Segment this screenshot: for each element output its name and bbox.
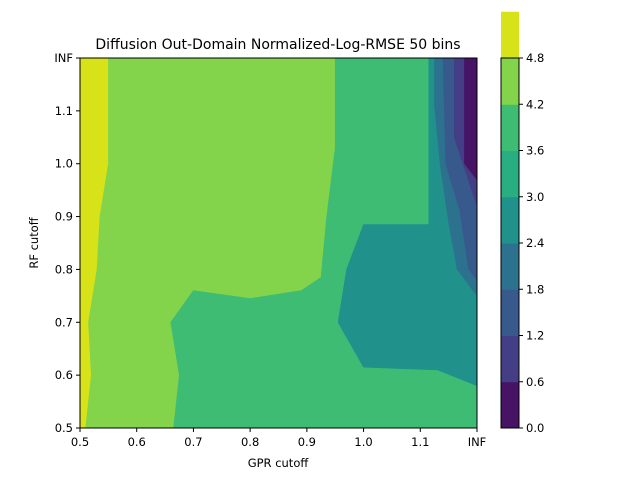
colorbar-tick-label: 3.0 <box>526 190 544 204</box>
colorbar-tick-label: 1.2 <box>526 329 544 343</box>
y-tick-label: 0.6 <box>55 368 73 382</box>
colorbar-band <box>501 196 519 244</box>
x-tick-label: 1.0 <box>354 435 372 449</box>
colorbar-band <box>501 335 519 383</box>
colorbar-tick-label: 1.8 <box>526 282 544 296</box>
chart-title: Diffusion Out-Domain Normalized-Log-RMSE… <box>95 37 460 53</box>
colorbar-tick-label: 4.8 <box>526 51 544 65</box>
x-axis: 0.5 0.6 0.7 0.8 0.9 1.0 1.1 INF <box>71 428 486 449</box>
y-axis-label: RF cutoff <box>27 216 41 268</box>
y-tick-label: 1.0 <box>55 157 73 171</box>
x-tick-label: 0.6 <box>128 435 146 449</box>
colorbar-band <box>501 58 519 105</box>
x-tick-label: INF <box>468 435 487 449</box>
colorbar-tick-label: 4.2 <box>526 97 544 111</box>
x-tick-label: 0.5 <box>71 435 89 449</box>
colorbar: 0.0 0.6 1.2 1.8 2.4 3.0 3.6 4.2 4.8 <box>500 11 544 435</box>
colorbar-band <box>501 289 519 336</box>
x-axis-label: GPR cutoff <box>248 456 310 470</box>
colorbar-band <box>501 11 519 59</box>
x-tick-label: 0.8 <box>241 435 259 449</box>
y-tick-label: 0.8 <box>55 262 73 276</box>
colorbar-tick-label: 0.6 <box>526 375 544 389</box>
y-tick-label: 0.5 <box>55 421 73 435</box>
colorbar-band <box>501 150 519 198</box>
y-tick-label: 0.7 <box>55 315 73 329</box>
contour-regions <box>79 57 478 429</box>
colorbar-tick-label: 0.0 <box>526 421 544 435</box>
x-tick-label: 0.9 <box>298 435 316 449</box>
colorbar-tick-label: 2.4 <box>526 236 544 250</box>
plot-frame <box>79 57 478 429</box>
colorbar-band <box>501 381 519 429</box>
colorbar-band <box>501 243 519 290</box>
colorbar-band <box>501 104 519 151</box>
y-tick-label: 0.9 <box>55 210 73 224</box>
y-tick-label: 1.1 <box>55 104 73 118</box>
y-tick-label: INF <box>54 51 73 65</box>
x-tick-label: 1.1 <box>411 435 429 449</box>
x-tick-label: 0.7 <box>184 435 202 449</box>
colorbar-tick-label: 3.6 <box>526 144 544 158</box>
y-axis: 0.5 0.6 0.7 0.8 0.9 1.0 1.1 INF <box>54 51 80 435</box>
contour-region-7-0 <box>464 57 478 181</box>
